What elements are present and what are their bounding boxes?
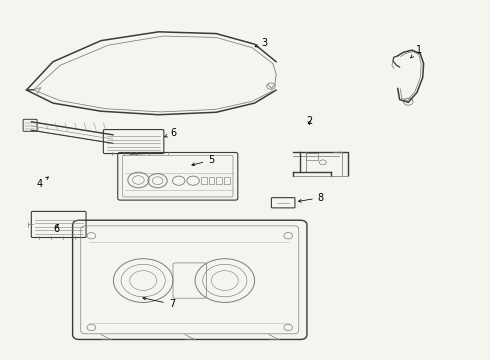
Text: 2: 2 bbox=[306, 116, 313, 126]
Text: 7: 7 bbox=[143, 297, 175, 309]
Text: 6: 6 bbox=[54, 224, 60, 234]
Bar bbox=[306, 153, 318, 159]
Text: 5: 5 bbox=[192, 155, 215, 166]
Text: 6: 6 bbox=[165, 128, 177, 138]
Text: 8: 8 bbox=[298, 193, 324, 203]
Text: 3: 3 bbox=[255, 38, 267, 48]
Bar bbox=[216, 177, 222, 184]
Text: 4: 4 bbox=[36, 177, 49, 189]
Bar bbox=[201, 177, 207, 184]
Bar bbox=[209, 177, 214, 184]
Bar bbox=[224, 177, 230, 184]
Text: 1: 1 bbox=[411, 45, 422, 58]
